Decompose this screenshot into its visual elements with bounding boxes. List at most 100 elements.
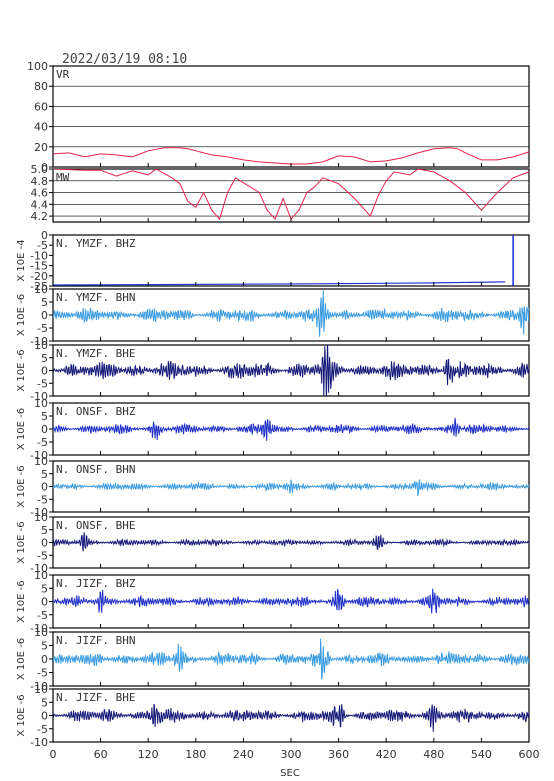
x-tick-label: 600 [519, 748, 540, 761]
y-tick-label: 80 [34, 80, 48, 93]
x-tick-label: 300 [281, 748, 302, 761]
panel-label: MW [56, 171, 70, 184]
y-tick-label: 0 [41, 309, 48, 322]
y-tick-label: 0 [41, 161, 48, 174]
panel-label: N. JIZF. BHE [56, 691, 135, 704]
panel-vr: 0 20 40 60 80 100 VR [27, 60, 530, 174]
series-line [53, 290, 529, 337]
y-axis-label: X 10E -6 [16, 294, 27, 336]
y-axis-label: X 10E -6 [16, 638, 27, 680]
y-tick-label: 0 [41, 653, 48, 666]
x-axis: 0 60 120 180 240 300 360 420 480 540 600 [50, 748, 540, 761]
timestamp-title: 2022/03/19 08:10 [62, 52, 187, 67]
y-tick-label: -10 [30, 449, 48, 462]
y-tick-label: 20 [34, 141, 48, 154]
y-tick-label: 5 [41, 582, 48, 595]
y-tick-label: -5 [37, 436, 48, 449]
panels: 020406080100VR4.24.44.64.85.0MW-25-20-15… [16, 60, 530, 749]
x-tick-label: 360 [328, 748, 349, 761]
series-line [53, 704, 529, 732]
y-tick-label: 60 [34, 100, 48, 113]
y-axis-label: X 10E -6 [16, 465, 27, 507]
y-axis-label: X 10E -6 [16, 580, 27, 622]
y-tick-label: -10 [30, 680, 48, 693]
y-tick-label: 5 [41, 352, 48, 365]
y-tick-label: 0 [41, 423, 48, 436]
y-tick-label: 0 [41, 481, 48, 494]
x-tick-label: 180 [185, 748, 206, 761]
y-tick-label: 40 [34, 121, 48, 134]
y-tick-label: 4.6 [31, 187, 49, 200]
panel-label: N. JIZF. BHZ [56, 577, 136, 590]
y-tick-label: 0 [41, 537, 48, 550]
panel-frame [52, 234, 530, 287]
y-tick-label: 5 [41, 468, 48, 481]
y-tick-label: -5 [37, 723, 48, 736]
y-tick-label: 4.8 [31, 175, 49, 188]
y-tick-label: 4.4 [31, 198, 49, 211]
y-tick-label: -10 [30, 736, 48, 749]
y-axis-label: X 10E -6 [16, 521, 27, 563]
y-tick-label: -20 [30, 270, 48, 283]
y-axis-label: X 10E -6 [16, 694, 27, 736]
series-line [53, 345, 529, 396]
y-tick-label: -15 [30, 260, 48, 273]
series-line [53, 638, 529, 680]
y-tick-label: -10 [30, 562, 48, 575]
y-tick-label: -5 [37, 609, 48, 622]
panel-label: VR [56, 68, 70, 81]
panel-frame [52, 168, 530, 223]
x-tick-label: 540 [471, 748, 492, 761]
panel-label: N. ONSF. BHE [56, 519, 135, 532]
y-tick-label: 5 [41, 696, 48, 709]
y-tick-label: 5 [41, 296, 48, 309]
y-tick-label: -10 [30, 249, 48, 262]
y-tick-label: -10 [30, 335, 48, 348]
y-tick-label: -5 [37, 493, 48, 506]
y-tick-label: -5 [37, 239, 48, 252]
y-tick-label: -5 [37, 549, 48, 562]
panel-mw: 4.24.44.64.85.0 MW [31, 163, 530, 223]
x-axis-label: SEC [280, 768, 300, 779]
y-tick-label: -5 [37, 667, 48, 680]
series-line [53, 417, 529, 441]
x-tick-label: 240 [233, 748, 254, 761]
y-tick-label: 5.0 [31, 163, 49, 176]
y-tick-label: -10 [30, 622, 48, 635]
series-line [53, 588, 529, 614]
y-tick-label: 10 [34, 397, 48, 410]
y-tick-label: 5 [41, 640, 48, 653]
x-tick-label: 420 [376, 748, 397, 761]
x-tick-label: 480 [423, 748, 444, 761]
x-tick-label: 120 [138, 748, 159, 761]
panel-label: N. ONSF. BHZ [56, 405, 136, 418]
y-tick-label: 10 [34, 339, 48, 352]
y-tick-label: 100 [27, 60, 48, 73]
y-tick-label: 5 [41, 524, 48, 537]
y-axis-label: X 10E -6 [16, 349, 27, 391]
x-tick-label: 0 [50, 748, 57, 761]
y-axis-label: X 10E -4 [16, 239, 27, 281]
panel-label: N. YMZF. BHN [56, 291, 135, 304]
x-tick-label: 60 [94, 748, 108, 761]
y-tick-label: 10 [34, 683, 48, 696]
y-tick-label: -10 [30, 506, 48, 519]
panel-label: N. JIZF. BHN [56, 634, 135, 647]
y-tick-label: -25 [30, 280, 48, 293]
y-tick-label: 10 [34, 511, 48, 524]
y-tick-label: 0 [41, 365, 48, 378]
panel-ymzf-bhz: -25-20-15-10-50 N. YMZF. BHZ X 10E -4 [16, 229, 530, 293]
y-tick-label: 10 [34, 569, 48, 582]
series-line [53, 479, 529, 497]
y-tick-label: 0 [41, 710, 48, 723]
y-tick-label: 0 [41, 596, 48, 609]
y-tick-label: 5 [41, 410, 48, 423]
y-tick-label: 10 [34, 455, 48, 468]
series-line [53, 532, 529, 552]
